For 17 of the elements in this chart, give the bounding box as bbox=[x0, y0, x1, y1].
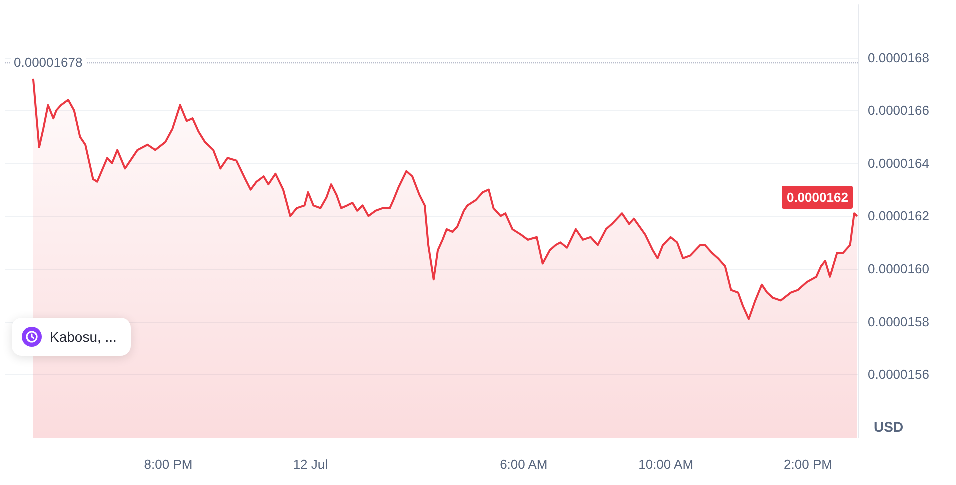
x-tick-label: 8:00 PM bbox=[144, 457, 193, 472]
x-tick-label: 6:00 AM bbox=[500, 457, 548, 472]
y-tick-label: 0.0000166 bbox=[868, 103, 930, 118]
y-axis-title: USD bbox=[874, 419, 904, 435]
annotation: Kabosu, ... bbox=[50, 328, 117, 346]
y-tick-label: 0.0000158 bbox=[868, 314, 930, 330]
annotation: 0.0000162 bbox=[782, 186, 854, 210]
x-tick-label: 12 Jul bbox=[293, 457, 328, 472]
callout-card: Kabosu, ... bbox=[12, 318, 131, 356]
y-tick-label: 0.0000164 bbox=[868, 156, 930, 171]
y-tick-label: 0.0000162 bbox=[868, 208, 930, 224]
x-tick-label: 10:00 AM bbox=[638, 457, 694, 472]
ref-line-label: 0.00001678 bbox=[11, 55, 86, 70]
y-tick-label: 0.0000160 bbox=[868, 262, 930, 277]
y-tick-label: 0.0000156 bbox=[868, 367, 930, 382]
x-tick-label: 2:00 PM bbox=[784, 457, 832, 472]
y-tick-label: 0.0000168 bbox=[868, 50, 930, 66]
